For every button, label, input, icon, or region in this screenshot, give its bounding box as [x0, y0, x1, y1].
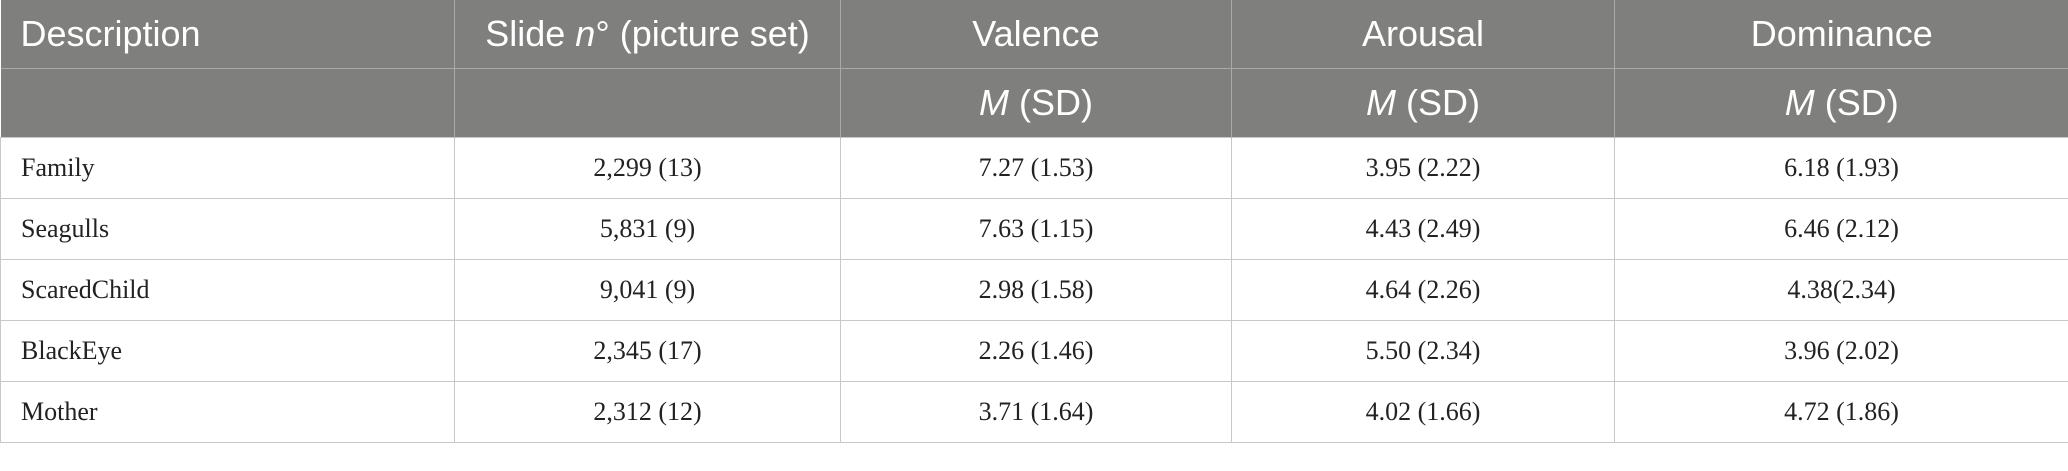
cell-description: Family — [0, 137, 455, 199]
subheader-arousal-msd: M (SD) — [1231, 68, 1615, 138]
cell-valence: 7.27 (1.53) — [840, 137, 1232, 199]
table-row: Mother 2,312 (12) 3.71 (1.64) 4.02 (1.66… — [0, 381, 2068, 443]
cell-dominance: 4.72 (1.86) — [1614, 381, 2068, 443]
cell-description: BlackEye — [0, 320, 455, 382]
subheader-dominance-m: M — [1784, 82, 1815, 123]
table-body: Family 2,299 (13) 7.27 (1.53) 3.95 (2.22… — [0, 137, 2068, 443]
cell-slide: 5,831 (9) — [454, 198, 841, 260]
header-arousal: Arousal — [1231, 0, 1615, 69]
subheader-valence-sd: (SD) — [1009, 82, 1093, 123]
header-slide-suffix: ° (picture set) — [595, 13, 810, 54]
cell-dominance: 6.18 (1.93) — [1614, 137, 2068, 199]
cell-valence: 3.71 (1.64) — [840, 381, 1232, 443]
cell-description: Seagulls — [0, 198, 455, 260]
cell-valence: 2.26 (1.46) — [840, 320, 1232, 382]
table-row: ScaredChild 9,041 (9) 2.98 (1.58) 4.64 (… — [0, 259, 2068, 321]
subheader-valence-msd: M (SD) — [840, 68, 1232, 138]
subheader-row: M (SD) M (SD) M (SD) — [0, 68, 2068, 138]
subheader-dominance-msd: M (SD) — [1614, 68, 2068, 138]
subheader-empty-slide — [454, 68, 841, 138]
subheader-empty-description — [0, 68, 455, 138]
table-row: BlackEye 2,345 (17) 2.26 (1.46) 5.50 (2.… — [0, 320, 2068, 382]
cell-description: Mother — [0, 381, 455, 443]
cell-slide: 2,345 (17) — [454, 320, 841, 382]
cell-arousal: 3.95 (2.22) — [1231, 137, 1615, 199]
header-dominance: Dominance — [1614, 0, 2068, 69]
header-slide-prefix: Slide — [485, 13, 576, 54]
header-row: Description Slide n° (picture set) Valen… — [0, 0, 2068, 69]
cell-arousal: 4.64 (2.26) — [1231, 259, 1615, 321]
header-slide-number: Slide n° (picture set) — [454, 0, 841, 69]
cell-dominance: 6.46 (2.12) — [1614, 198, 2068, 260]
subheader-valence-m: M — [979, 82, 1009, 123]
header-slide-n: n — [575, 13, 596, 54]
subheader-arousal-m: M — [1366, 82, 1396, 123]
header-description: Description — [0, 0, 455, 69]
subheader-arousal-sd: (SD) — [1396, 82, 1480, 123]
cell-slide: 9,041 (9) — [454, 259, 841, 321]
cell-slide: 2,299 (13) — [454, 137, 841, 199]
table-header: Description Slide n° (picture set) Valen… — [0, 0, 2068, 138]
subheader-dominance-sd: (SD) — [1814, 82, 1899, 123]
cell-arousal: 4.43 (2.49) — [1231, 198, 1615, 260]
header-valence: Valence — [840, 0, 1232, 69]
cell-dominance: 3.96 (2.02) — [1614, 320, 2068, 382]
cell-arousal: 5.50 (2.34) — [1231, 320, 1615, 382]
picture-ratings-table: Description Slide n° (picture set) Valen… — [0, 0, 2068, 443]
cell-slide: 2,312 (12) — [454, 381, 841, 443]
cell-description: ScaredChild — [0, 259, 455, 321]
cell-valence: 2.98 (1.58) — [840, 259, 1232, 321]
table-row: Family 2,299 (13) 7.27 (1.53) 3.95 (2.22… — [0, 137, 2068, 199]
cell-valence: 7.63 (1.15) — [840, 198, 1232, 260]
table-row: Seagulls 5,831 (9) 7.63 (1.15) 4.43 (2.4… — [0, 198, 2068, 260]
cell-arousal: 4.02 (1.66) — [1231, 381, 1615, 443]
cell-dominance: 4.38(2.34) — [1614, 259, 2068, 321]
